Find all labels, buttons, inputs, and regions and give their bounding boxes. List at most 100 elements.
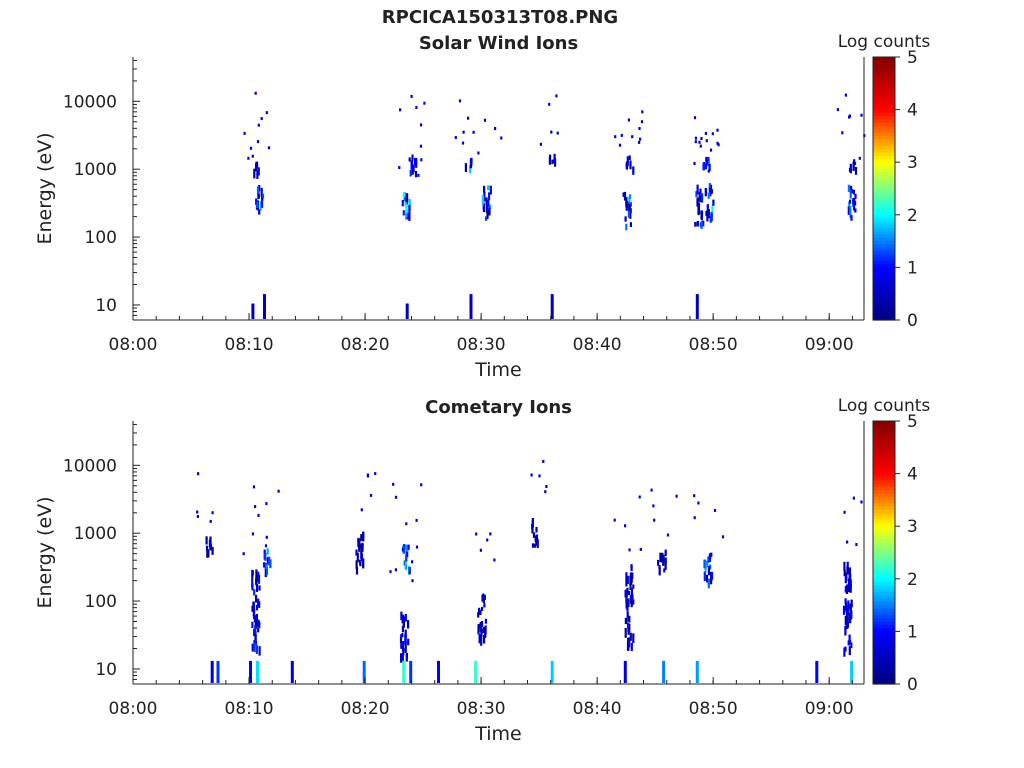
data-cell — [548, 102, 551, 106]
data-cell — [265, 566, 269, 576]
colorbar-segment — [873, 532, 895, 537]
low-energy-bar-10 — [474, 660, 478, 683]
data-cell — [620, 133, 623, 137]
data-cell — [362, 558, 365, 569]
data-cell — [707, 566, 711, 576]
data-cell — [849, 206, 852, 215]
data-cell — [698, 140, 701, 144]
data-cell — [478, 634, 481, 644]
colorbar-segment — [873, 73, 895, 78]
colorbar-segment — [873, 211, 895, 216]
y-axis-label: Energy (eV) — [34, 496, 56, 608]
data-cell — [710, 552, 713, 557]
data-cell — [405, 204, 408, 214]
data-cell — [405, 655, 408, 662]
data-cell — [489, 185, 492, 195]
data-cell — [630, 565, 633, 572]
data-cell — [701, 193, 704, 203]
panel-title: Cometary Ions — [425, 397, 572, 418]
colorbar-segment — [873, 644, 895, 649]
data-cluster-12 — [698, 139, 720, 172]
data-cell — [401, 647, 405, 652]
data-cell — [480, 635, 483, 646]
data-cell — [706, 561, 709, 568]
data-cell — [401, 644, 404, 650]
data-cell — [550, 130, 553, 134]
data-cell — [407, 544, 410, 550]
data-cell — [841, 131, 844, 135]
data-cell — [254, 91, 257, 95]
chart-panel-1: 08:00 08:10 08:20 08:30 08:40 08:50 09:0010100… — [34, 32, 930, 381]
data-cell — [850, 215, 853, 221]
colorbar-segment — [873, 582, 895, 586]
data-cell — [481, 621, 484, 628]
data-cell — [554, 158, 557, 167]
data-cell — [400, 611, 403, 621]
colorbar-segment — [873, 529, 895, 534]
data-cell — [846, 586, 849, 592]
colorbar-segment — [873, 493, 895, 498]
data-cell — [627, 630, 630, 635]
data-cell — [494, 127, 497, 130]
data-cell — [625, 196, 628, 204]
data-cell — [530, 473, 533, 477]
colorbar-segment — [873, 237, 895, 242]
data-cell — [205, 545, 209, 552]
data-cell — [695, 191, 698, 198]
data-cell — [469, 165, 472, 174]
data-cell — [628, 637, 631, 648]
colorbar-segment — [873, 241, 895, 245]
colorbar-segment — [873, 112, 895, 117]
data-cell — [405, 210, 408, 219]
data-cell — [462, 130, 465, 134]
data-cell — [629, 575, 632, 586]
colorbar-segment — [873, 457, 895, 462]
data-cell — [255, 569, 258, 579]
colorbar-segment — [873, 181, 895, 186]
data-cell — [251, 577, 254, 588]
data-cell — [407, 212, 410, 219]
data-cell — [627, 598, 630, 607]
data-cell — [419, 144, 423, 148]
y-tick-label: 100 — [85, 228, 117, 248]
data-cell — [257, 619, 260, 627]
data-cell — [411, 560, 414, 564]
data-cell — [255, 583, 259, 592]
data-cell — [693, 516, 696, 520]
colorbar-segment — [873, 227, 895, 232]
colorbar-segment — [873, 476, 895, 481]
data-cell — [721, 535, 725, 539]
data-cell — [625, 598, 628, 604]
data-cell — [265, 502, 268, 506]
data-cell — [846, 617, 849, 626]
data-cell — [627, 206, 630, 211]
colorbar-segment — [873, 116, 895, 121]
data-cell — [255, 198, 258, 205]
colorbar-tick-label: 3 — [907, 517, 918, 537]
colorbar-segment — [873, 660, 895, 665]
colorbar-segment — [873, 667, 895, 672]
data-cluster-9 — [842, 496, 863, 657]
colorbar-segment — [873, 516, 895, 521]
colorbar-segment — [873, 287, 895, 292]
data-cell — [624, 589, 627, 598]
data-cell — [411, 579, 414, 583]
data-cell — [254, 640, 258, 645]
data-cell — [710, 189, 713, 194]
data-cell — [211, 546, 214, 555]
data-cell — [848, 567, 851, 575]
colorbar-segment — [873, 158, 895, 163]
colorbar-segment — [873, 93, 895, 98]
y-tick-label: 10000 — [63, 92, 117, 112]
colorbar-segment — [873, 621, 895, 626]
data-cell — [405, 544, 408, 549]
plot-area — [133, 57, 864, 320]
colorbar-segment — [873, 463, 895, 468]
data-cell — [402, 641, 405, 647]
colorbar-segment — [873, 231, 895, 236]
data-cell — [254, 631, 257, 641]
colorbar-segment — [873, 277, 895, 282]
data-cell — [260, 187, 263, 197]
data-cell — [696, 198, 699, 207]
data-cluster-7 — [613, 495, 642, 652]
